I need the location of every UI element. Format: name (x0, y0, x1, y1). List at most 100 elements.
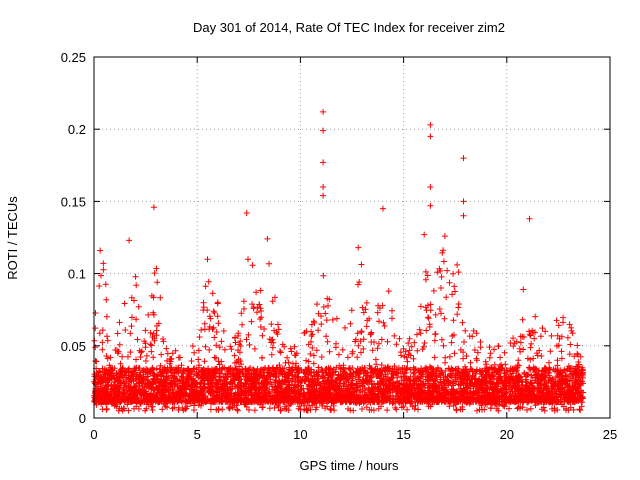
data-point (291, 343, 298, 350)
data-point (363, 299, 370, 306)
data-point (470, 372, 477, 379)
data-point (163, 386, 170, 393)
data-point (349, 350, 356, 357)
data-point (389, 307, 395, 314)
data-point (253, 376, 259, 383)
data-point (574, 350, 581, 357)
data-point (391, 332, 398, 339)
data-point (205, 278, 212, 285)
data-point (481, 398, 488, 405)
data-point (268, 321, 275, 328)
data-point (361, 367, 368, 374)
data-point (189, 343, 196, 350)
data-point (466, 400, 473, 407)
data-point (93, 373, 100, 380)
data-point (231, 402, 238, 409)
data-point (253, 368, 260, 375)
data-point (100, 266, 107, 273)
data-point (579, 378, 586, 385)
data-point (201, 377, 208, 384)
data-point (531, 335, 538, 342)
data-point (410, 355, 417, 362)
data-point (152, 398, 159, 405)
data-point (473, 330, 480, 337)
data-point (130, 397, 137, 404)
data-point (241, 305, 247, 312)
data-point (136, 380, 143, 387)
data-point (232, 372, 239, 378)
data-point (315, 327, 322, 334)
data-point (201, 326, 208, 333)
data-point (401, 377, 408, 384)
data-point (446, 353, 453, 360)
data-point (425, 377, 432, 384)
data-point (306, 386, 313, 393)
data-point (131, 405, 137, 412)
data-point (427, 403, 434, 410)
data-point (406, 347, 413, 354)
data-point (439, 249, 446, 256)
data-point (356, 279, 363, 285)
data-point (484, 386, 491, 393)
data-point (118, 367, 125, 374)
data-point (266, 405, 273, 412)
data-point (139, 383, 146, 390)
data-point (561, 389, 568, 396)
data-point (143, 374, 149, 381)
data-point (235, 372, 242, 379)
data-point (99, 339, 106, 346)
data-point (315, 364, 322, 371)
data-point (490, 387, 497, 394)
data-point (412, 365, 419, 372)
data-point (401, 365, 408, 371)
data-point (177, 394, 184, 401)
data-point (145, 385, 152, 392)
data-point (440, 247, 447, 254)
data-point (227, 373, 234, 380)
data-point (300, 385, 307, 392)
data-point (118, 379, 125, 386)
data-point (543, 365, 549, 372)
data-point (242, 392, 249, 398)
data-point (323, 365, 330, 372)
data-point (547, 348, 554, 355)
data-point (288, 382, 295, 389)
data-point (507, 371, 514, 378)
data-point (302, 373, 309, 380)
data-point (92, 388, 99, 395)
data-point (519, 316, 526, 323)
data-point (453, 365, 460, 372)
data-point (526, 328, 533, 335)
data-point (103, 353, 110, 359)
data-point (328, 369, 335, 376)
data-point (310, 318, 317, 325)
data-point (448, 339, 455, 346)
data-point (541, 407, 548, 414)
data-point (134, 398, 141, 405)
data-point (245, 331, 252, 338)
data-point (383, 395, 390, 402)
data-point (483, 375, 490, 382)
data-point (96, 283, 103, 289)
data-point (488, 371, 495, 378)
data-point (281, 371, 288, 378)
data-point (438, 285, 444, 291)
data-point (480, 387, 487, 394)
data-point (257, 305, 264, 312)
data-point (359, 388, 366, 395)
data-point (438, 273, 445, 280)
data-point (528, 340, 535, 347)
data-point (107, 354, 114, 361)
data-point (541, 377, 548, 384)
data-point (137, 354, 144, 360)
data-point (542, 328, 549, 335)
data-point (129, 314, 135, 321)
data-point (242, 380, 249, 387)
data-point (166, 360, 173, 367)
data-point (161, 398, 168, 405)
data-point (145, 381, 152, 388)
data-point (454, 311, 461, 318)
data-point (501, 397, 508, 404)
data-point (307, 406, 314, 413)
